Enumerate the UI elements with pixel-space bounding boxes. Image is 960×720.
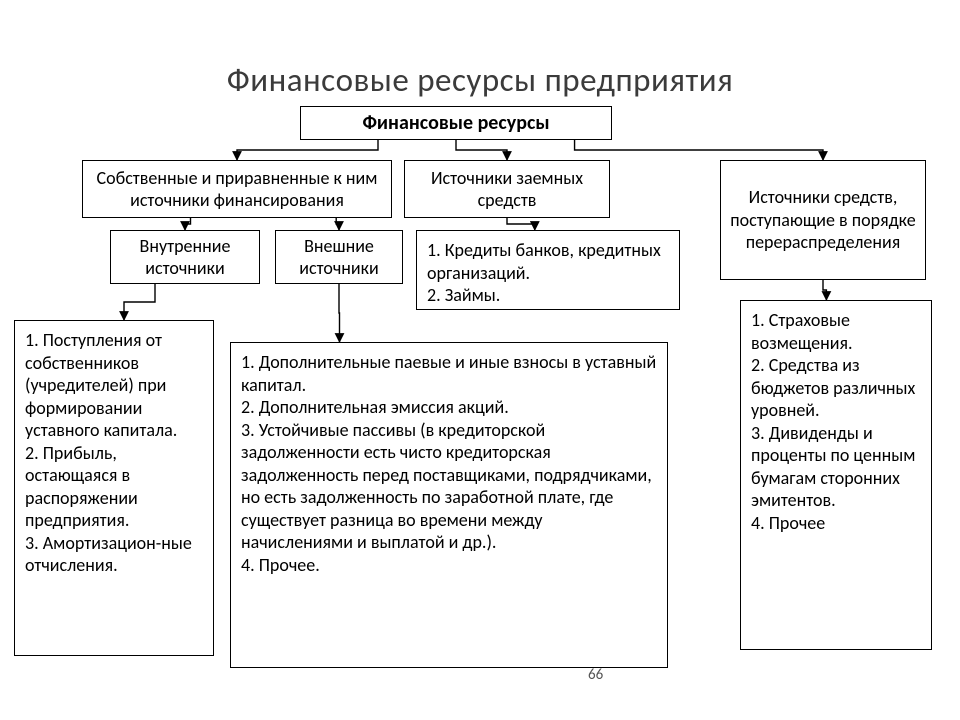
node-ext: Внешние источники	[275, 230, 403, 284]
node-redis-label: Источники средств, поступающие в порядке…	[727, 186, 919, 254]
node-ext-label: Внешние источники	[282, 235, 396, 280]
node-int: Внутренние источники	[110, 230, 260, 284]
node-root-label: Финансовые ресурсы	[362, 111, 549, 136]
node-ext_list: 1. Дополнительные паевые и иные взносы в…	[230, 342, 668, 668]
node-redis_list-label: 1. Страховые возмещения. 2. Средства из …	[751, 309, 921, 534]
node-root: Финансовые ресурсы	[300, 106, 612, 140]
node-ext_list-label: 1. Дополнительные паевые и иные взносы в…	[241, 351, 657, 576]
node-own-label: Собственные и приравненные к ним источни…	[89, 167, 385, 212]
node-redis: Источники средств, поступающие в порядке…	[720, 160, 926, 280]
edge-int-to-int_list	[124, 284, 155, 320]
node-loan-label: Источники заемных средств	[411, 167, 603, 212]
node-redis_list: 1. Страховые возмещения. 2. Средства из …	[740, 300, 932, 650]
node-loan_list-label: 1. Кредиты банков, кредитных организаций…	[427, 239, 669, 307]
node-int_list-label: 1. Поступления от собственников (учредит…	[25, 329, 203, 577]
page-number: 66	[588, 666, 603, 684]
node-int_list: 1. Поступления от собственников (учредит…	[14, 320, 214, 656]
edge-root-to-own	[237, 140, 378, 160]
node-loan: Источники заемных средств	[404, 160, 610, 218]
node-loan_list: 1. Кредиты банков, кредитных организаций…	[416, 230, 680, 310]
edge-loan-to-loan_list	[507, 218, 535, 230]
edge-own-to-int	[185, 218, 191, 230]
edge-root-to-redis	[575, 140, 823, 160]
node-own: Собственные и приравненные к ним источни…	[82, 160, 392, 218]
edge-redis-to-redis_list	[823, 280, 826, 300]
edge-root-to-loan	[456, 140, 507, 160]
edge-own-to-ext	[336, 218, 339, 230]
slide-title: Финансовые ресурсы предприятия	[0, 60, 960, 100]
slide-stage: { "type": "flowchart", "canvas": { "widt…	[0, 0, 960, 720]
edge-ext-to-ext_list	[339, 284, 340, 342]
node-int-label: Внутренние источники	[117, 235, 253, 280]
